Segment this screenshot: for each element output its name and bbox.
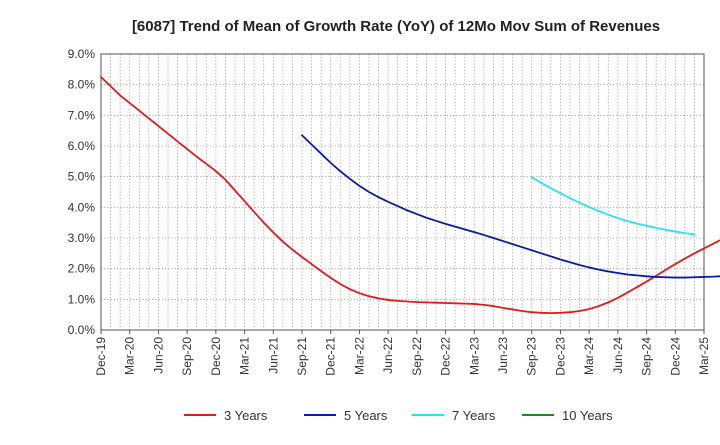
series-lines bbox=[100, 76, 720, 315]
y-tick-label: 6.0% bbox=[68, 139, 96, 153]
x-tick-label: Mar-22 bbox=[352, 337, 366, 375]
y-tick-label: 7.0% bbox=[68, 108, 96, 122]
grid bbox=[101, 54, 704, 330]
x-tick-label: Sep-24 bbox=[640, 337, 654, 376]
axes: 0.0% 1.0% 2.0% 3.0% 4.0% 5.0% 6.0% 7.0% 8.0% 9.0%… bbox=[68, 47, 711, 376]
x-tick-label: Jun-24 bbox=[611, 337, 625, 374]
x-tick-label: Sep-23 bbox=[525, 337, 539, 376]
chart-title: [6087] Trend of Mean of Growth Rate (YoY… bbox=[132, 18, 660, 35]
x-tick-label: Jun-21 bbox=[266, 337, 280, 374]
x-tick-label: Mar-23 bbox=[467, 337, 481, 375]
x-tick-label: Dec-22 bbox=[439, 337, 453, 376]
x-tick-label: Jun-20 bbox=[151, 337, 165, 374]
x-tick-label: Dec-23 bbox=[553, 337, 567, 376]
legend: 3 Years 5 Years 7 Years 10 Years bbox=[184, 408, 613, 423]
x-tick-label: Jun-22 bbox=[381, 337, 395, 374]
y-tick-label: 5.0% bbox=[68, 170, 96, 184]
y-tick-label: 8.0% bbox=[68, 78, 96, 92]
x-tick-label: Sep-20 bbox=[180, 337, 194, 376]
x-tick-label: Dec-19 bbox=[94, 337, 108, 376]
x-tick-label: Mar-25 bbox=[697, 337, 711, 375]
y-tick-label: 1.0% bbox=[68, 292, 96, 306]
legend-label: 10 Years bbox=[562, 408, 613, 423]
x-tick-label: Dec-24 bbox=[668, 337, 682, 376]
series-line-7-years bbox=[530, 176, 696, 236]
y-tick-label: 9.0% bbox=[68, 47, 96, 61]
x-tick-label: Mar-24 bbox=[582, 337, 596, 375]
x-tick-label: Jun-23 bbox=[496, 337, 510, 374]
x-tick-label: Dec-20 bbox=[209, 337, 223, 376]
x-tick-label: Mar-20 bbox=[123, 337, 137, 375]
legend-label: 3 Years bbox=[224, 408, 268, 423]
x-tick-label: Sep-21 bbox=[295, 337, 309, 376]
y-tick-label: 4.0% bbox=[68, 200, 96, 214]
series-line-5-years bbox=[301, 134, 720, 279]
legend-label: 7 Years bbox=[452, 408, 496, 423]
y-tick-label: 3.0% bbox=[68, 231, 96, 245]
plot-frame bbox=[100, 53, 705, 331]
series-line-3-years bbox=[100, 76, 720, 315]
legend-label: 5 Years bbox=[344, 408, 388, 423]
x-tick-label: Dec-21 bbox=[324, 337, 338, 376]
x-tick-label: Sep-22 bbox=[410, 337, 424, 376]
y-tick-label: 0.0% bbox=[68, 323, 96, 337]
y-tick-label: 2.0% bbox=[68, 262, 96, 276]
x-tick-label: Mar-21 bbox=[238, 337, 252, 375]
